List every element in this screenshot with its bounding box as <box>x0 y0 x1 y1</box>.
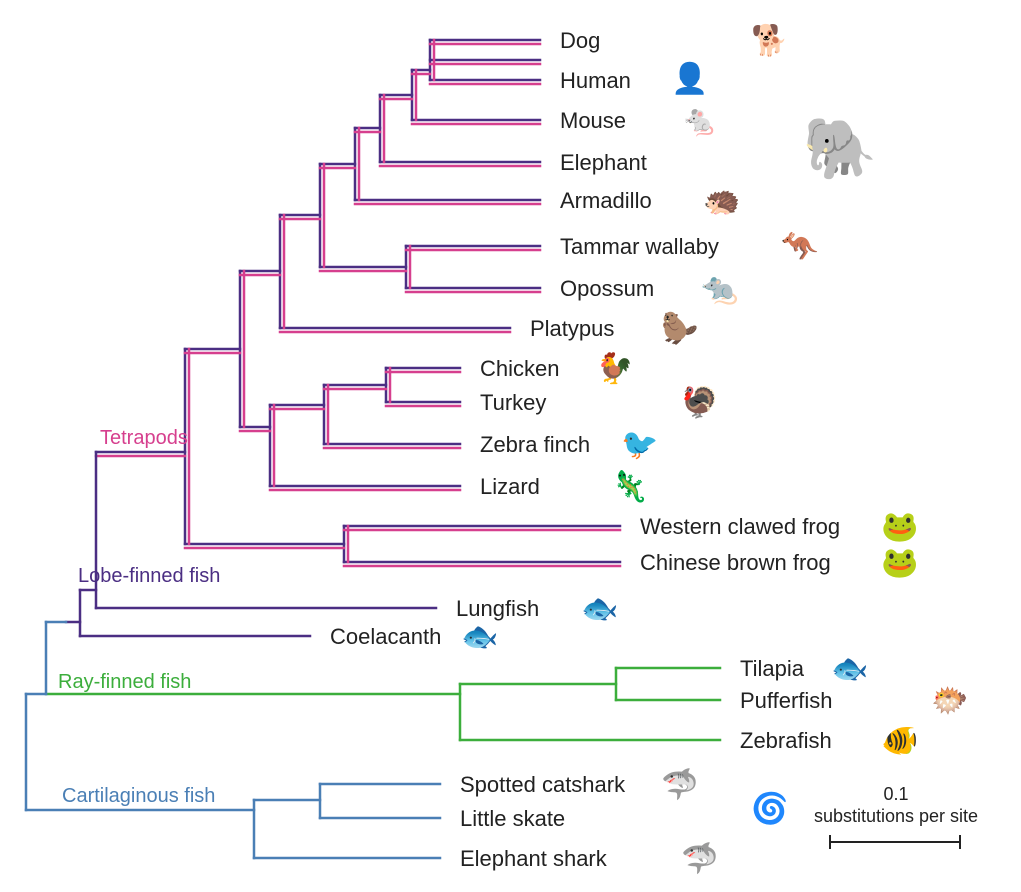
scale-bar: 0.1substitutions per site <box>814 784 978 849</box>
icon-tilapia-icon: 🐟 <box>831 653 868 686</box>
icon-mouse-icon: 🐁 <box>681 105 718 138</box>
icon-opossum-icon: 🐀 <box>701 273 739 306</box>
taxon-chicken: Chicken <box>480 356 559 381</box>
taxon-tilapia: Tilapia <box>740 656 805 681</box>
icon-coelacanth-icon: 🐟 <box>461 621 498 654</box>
icon-armadillo-icon: 🦔 <box>703 185 740 218</box>
taxon-wallaby: Tammar wallaby <box>560 234 719 259</box>
group-labels: Tetrapods Lobe-finned fish Ray-finned fish… <box>58 427 220 807</box>
icon-turkey-icon: 🦃 <box>681 385 718 420</box>
icon-eshark-icon: 🦈 <box>681 841 718 876</box>
taxon-wcfrog: Western clawed frog <box>640 514 840 539</box>
taxon-skate: Little skate <box>460 806 565 831</box>
taxon-turkey: Turkey <box>480 390 546 415</box>
scale-units: substitutions per site <box>814 806 978 826</box>
taxon-elephant: Elephant <box>560 150 647 175</box>
group-lobefin: Lobe-finned fish <box>78 565 220 587</box>
icon-human-icon: 👤 <box>671 61 708 96</box>
icon-zebrafish-icon: 🐠 <box>881 725 918 758</box>
icon-zebrafinch-icon: 🐦 <box>621 429 658 462</box>
icon-wallaby-icon: 🦘 <box>781 231 819 264</box>
icon-skate-icon: 🌀 <box>751 790 788 826</box>
taxon-platypus: Platypus <box>530 316 614 341</box>
taxon-mouse: Mouse <box>560 108 626 133</box>
taxon-human: Human <box>560 68 631 93</box>
icon-catshark-icon: 🦈 <box>661 767 698 802</box>
taxon-dog: Dog <box>560 28 600 53</box>
icon-wcfrog-icon: 🐸 <box>881 511 918 544</box>
icon-lizard-icon: 🦎 <box>611 469 648 504</box>
group-tetrapods: Tetrapods <box>100 427 188 449</box>
taxon-lizard: Lizard <box>480 474 540 499</box>
icon-lungfish-icon: 🐟 <box>581 593 618 626</box>
taxon-zebrafinch: Zebra finch <box>480 432 590 457</box>
icon-platypus-icon: 🦫 <box>661 311 698 346</box>
group-cartilaginous: Cartilaginous fish <box>62 785 215 807</box>
taxon-pufferfish: Pufferfish <box>740 688 833 713</box>
icon-elephant-icon: 🐘 <box>803 115 878 182</box>
taxon-armadillo: Armadillo <box>560 188 652 213</box>
taxon-cbfrog: Chinese brown frog <box>640 550 831 575</box>
phylogenetic-tree: Dog Human Mouse Elephant Armadillo Tammar wal… <box>0 0 1021 892</box>
icon-cbfrog-icon: 🐸 <box>881 547 918 580</box>
icon-dog-icon: 🐕 <box>751 23 788 58</box>
taxon-catshark: Spotted catshark <box>460 772 626 797</box>
taxon-lungfish: Lungfish <box>456 596 539 621</box>
taxon-eshark: Elephant shark <box>460 846 608 871</box>
taxon-opossum: Opossum <box>560 276 654 301</box>
icon-pufferfish-icon: 🐡 <box>931 685 968 718</box>
taxon-zebrafish: Zebrafish <box>740 728 832 753</box>
group-rayfin: Ray-finned fish <box>58 671 191 693</box>
scale-value: 0.1 <box>883 784 908 804</box>
taxon-coelacanth: Coelacanth <box>330 624 441 649</box>
taxa-labels: Dog Human Mouse Elephant Armadillo Tammar wal… <box>330 28 840 871</box>
icon-chicken-icon: 🐓 <box>596 351 633 386</box>
